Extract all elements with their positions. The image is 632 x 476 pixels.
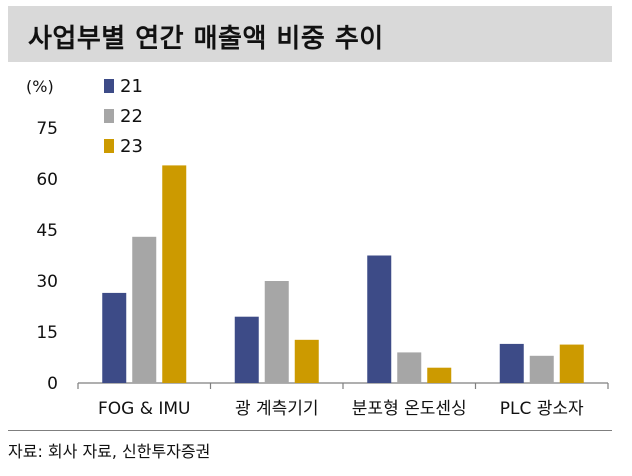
legend-swatch-23 bbox=[104, 139, 114, 153]
x-category-label-1: 광 계측기기 bbox=[235, 399, 319, 419]
bar-series-21-0 bbox=[102, 292, 127, 383]
legend-swatch-21 bbox=[104, 79, 114, 93]
bar-series-23-1 bbox=[294, 339, 319, 383]
y-tick-label-45: 45 bbox=[36, 221, 58, 241]
legend-swatch-22 bbox=[104, 109, 114, 123]
legend-label-21: 21 bbox=[120, 76, 143, 97]
chart-title: 사업부별 연간 매출액 비중 추이 bbox=[28, 24, 384, 54]
title-bar: 사업부별 연간 매출액 비중 추이 bbox=[8, 6, 612, 62]
bar-series-21-2 bbox=[367, 255, 392, 383]
y-tick-label-60: 60 bbox=[36, 170, 58, 190]
chart-legend: 21 22 23 bbox=[104, 76, 143, 157]
bar-series-22-3 bbox=[529, 355, 554, 383]
source-note: 자료: 회사 자료, 신한투자증권 bbox=[8, 442, 211, 461]
x-category-label-2: 분포형 온도센싱 bbox=[352, 399, 467, 419]
x-category-label-0: FOG & IMU bbox=[98, 399, 191, 419]
chart-labels: 0 15 30 45 60 75 (%) FOG & IMU 광 계측기기 분포형 온도센싱 PLC… bbox=[26, 77, 584, 419]
y-tick-label-0: 0 bbox=[47, 374, 58, 394]
chart-bars bbox=[102, 165, 584, 383]
source-divider bbox=[8, 430, 612, 431]
y-tick-label-30: 30 bbox=[36, 272, 58, 292]
x-category-label-3: PLC 광소자 bbox=[500, 399, 584, 419]
y-tick-label-75: 75 bbox=[36, 119, 58, 139]
bar-series-22-0 bbox=[132, 236, 157, 383]
chart-axes bbox=[77, 382, 609, 389]
bar-series-22-2 bbox=[397, 352, 422, 383]
bar-series-22-1 bbox=[264, 281, 289, 383]
legend-label-23: 23 bbox=[120, 136, 143, 157]
chart: 0 15 30 45 60 75 (%) FOG & IMU 광 계측기기 분포형 온도센싱 PLC… bbox=[26, 76, 609, 419]
bar-series-21-3 bbox=[499, 343, 524, 383]
y-tick-label-15: 15 bbox=[36, 323, 58, 343]
bar-series-21-1 bbox=[234, 316, 259, 383]
legend-label-22: 22 bbox=[120, 106, 143, 127]
bar-series-23-3 bbox=[559, 344, 584, 383]
bar-series-23-2 bbox=[427, 367, 452, 383]
y-axis-unit: (%) bbox=[26, 77, 54, 96]
bar-series-23-0 bbox=[162, 165, 187, 383]
